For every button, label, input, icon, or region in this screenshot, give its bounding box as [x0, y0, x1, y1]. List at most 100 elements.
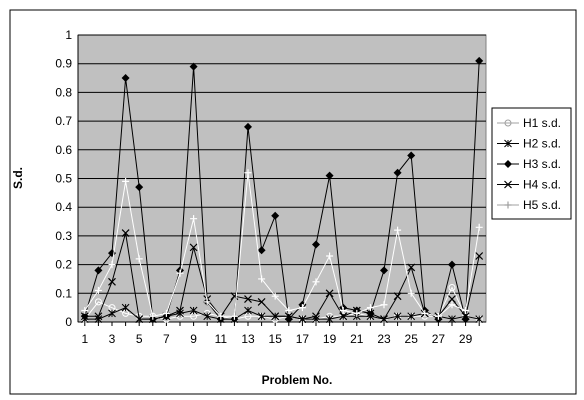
x-tick-25: 25	[405, 332, 419, 346]
series-3-point-24	[393, 168, 402, 177]
series-3-point-25	[407, 151, 416, 160]
series-4-point-3	[108, 277, 116, 286]
series-5-point-9	[190, 215, 198, 223]
series-2-point-3	[108, 309, 116, 318]
series-4-point-24	[393, 292, 402, 301]
series-5-point-20	[339, 307, 347, 315]
y-tick-0.4: 0.4	[55, 200, 72, 214]
series-3-point-5	[135, 183, 144, 192]
x-tick-17: 17	[296, 332, 310, 346]
x-tick-29: 29	[459, 332, 473, 346]
legend-marker-5	[504, 201, 512, 209]
series-3-point-18	[312, 240, 320, 249]
legend-item-4: H4 s.d.	[497, 178, 561, 192]
series-3-point-23	[380, 266, 388, 275]
legend-item-1: H1 s.d.	[497, 116, 561, 130]
y-tick-0.2: 0.2	[55, 258, 72, 272]
series-4-point-14	[257, 297, 266, 306]
series-line-5	[84, 172, 480, 317]
series-4-point-25	[407, 263, 416, 272]
series-line-4	[84, 232, 480, 320]
series-5-point-26	[421, 309, 429, 317]
x-tick-1: 1	[81, 332, 88, 346]
series-3-point-2	[94, 266, 103, 275]
x-tick-27: 27	[432, 332, 446, 346]
y-tick-0.7: 0.7	[55, 114, 72, 128]
series-5-point-28	[448, 301, 456, 309]
x-tick-11: 11	[215, 332, 228, 346]
series-3-point-4	[121, 74, 130, 83]
series-3-point-19	[325, 171, 334, 180]
series-4-point-15	[271, 312, 280, 321]
x-tick-13: 13	[241, 332, 255, 346]
series-5-point-12	[230, 312, 238, 320]
series-4-point-23	[380, 315, 388, 324]
series-5-point-4	[122, 177, 130, 185]
series-2-point-9	[189, 306, 198, 315]
series-2-point-25	[407, 312, 416, 321]
series-2-point-24	[393, 312, 402, 321]
series-5-point-22	[366, 304, 374, 312]
series-5-point-6	[149, 312, 157, 320]
series-4-point-5	[135, 315, 144, 324]
series-4-point-28	[448, 295, 456, 303]
series-2-point-10	[203, 312, 212, 321]
legend: H1 s.d. H2 s.d. H3 s.d. H4 s.d. H5 s.d.	[491, 107, 572, 220]
series-4-point-17	[298, 315, 307, 324]
series-4-point-19	[325, 289, 334, 298]
legend-item-5: H5 s.d.	[497, 198, 561, 212]
series-5-point-18	[312, 278, 320, 286]
series-1-point-2	[94, 298, 102, 306]
series-5-point-11	[217, 312, 225, 320]
series-4-point-4	[121, 229, 130, 237]
series-2-point-30	[475, 315, 484, 323]
x-tick-15: 15	[269, 332, 283, 346]
legend-item-3: H3 s.d.	[497, 157, 561, 171]
legend-label-1: H1 s.d.	[523, 116, 561, 130]
series-5-point-24	[394, 226, 402, 234]
series-2-point-13	[244, 306, 252, 315]
legend-marker-3	[504, 160, 512, 168]
series-4-point-16	[284, 312, 293, 321]
series-2-point-19	[325, 315, 334, 323]
series-5-point-7	[162, 309, 170, 317]
series-4-point-2	[94, 312, 103, 321]
series-5-point-14	[258, 275, 266, 283]
y-tick-0.8: 0.8	[55, 85, 72, 99]
series-2-point-14	[257, 312, 266, 321]
y-tick-0.3: 0.3	[55, 229, 72, 243]
series-4-point-20	[339, 312, 348, 321]
series-4-point-8	[176, 306, 184, 315]
x-tick-labels: 1 3 5 7 9 11 13 15 17 19 21 23 25 27 29	[81, 322, 480, 346]
legend-marker-2	[504, 139, 512, 148]
series-3-point-14	[257, 246, 266, 255]
series-3-point-13	[244, 122, 252, 131]
series-5-point-17	[298, 304, 306, 312]
series-5-point-15	[271, 292, 279, 300]
y-tick-0.6: 0.6	[55, 143, 72, 157]
legend-label-5: H5 s.d.	[523, 198, 561, 212]
series-4-point-13	[244, 295, 252, 303]
series-5-point-2	[94, 286, 102, 294]
x-tick-5: 5	[136, 332, 143, 346]
series-3-point-9	[189, 62, 198, 71]
series-3-point-29	[461, 315, 470, 324]
series-5-point-19	[326, 252, 334, 260]
series-4-point-1	[80, 312, 89, 321]
series-line-3	[84, 60, 480, 321]
x-tick-9: 9	[190, 332, 197, 346]
x-axis-title: Problem No.	[262, 373, 333, 387]
series-5-point-3	[108, 261, 116, 269]
series-3-point-28	[448, 260, 456, 269]
series-5-point-16	[285, 307, 293, 315]
series-5-point-5	[135, 255, 143, 263]
y-tick-0.5: 0.5	[55, 172, 72, 186]
y-tick-0.9: 0.9	[55, 57, 72, 71]
legend-item-2: H2 s.d.	[497, 137, 561, 151]
series-5-point-10	[203, 298, 211, 306]
series-3-point-30	[475, 56, 484, 65]
x-tick-19: 19	[323, 332, 337, 346]
series-4-point-9	[189, 243, 198, 252]
series-1-point-28	[448, 284, 456, 292]
